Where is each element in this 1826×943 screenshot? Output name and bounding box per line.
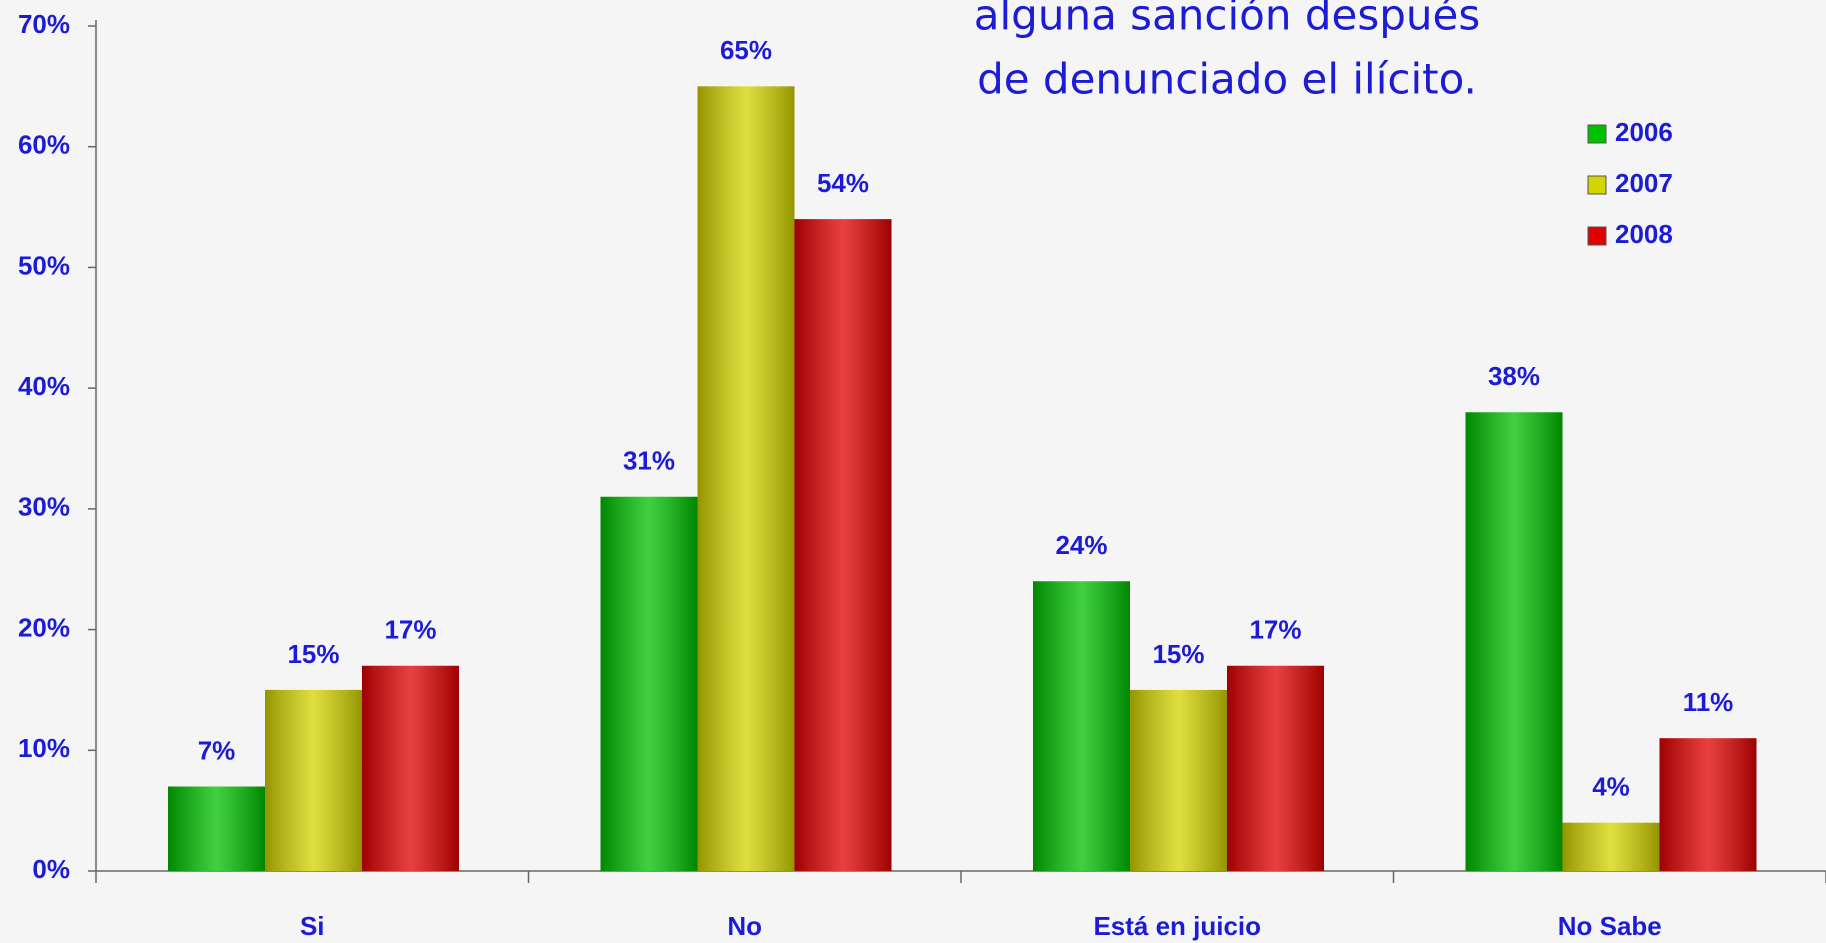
bar-shade (1130, 689, 1227, 871)
data-label: 17% (384, 615, 436, 645)
data-label: 15% (1152, 639, 1204, 669)
data-label: 7% (198, 735, 236, 765)
y-tick-label: 20% (18, 612, 70, 642)
data-label: 38% (1488, 361, 1540, 391)
bar-shade (794, 219, 892, 872)
y-tick-label: 50% (18, 250, 70, 280)
y-tick-label: 30% (18, 492, 70, 522)
legend-swatch (1587, 226, 1607, 246)
x-tick-label: Está en juicio (1093, 911, 1261, 941)
data-label: 31% (623, 446, 675, 476)
data-label: 4% (1592, 772, 1630, 802)
x-tick-label: No (727, 911, 762, 941)
legend-swatch (1587, 124, 1607, 144)
y-tick-label: 70% (18, 9, 70, 39)
bar-shade (1227, 665, 1324, 871)
chart-title: alguna sanción después (974, 0, 1480, 40)
data-label: 54% (817, 168, 869, 198)
bar-shade (168, 786, 265, 871)
y-tick-label: 60% (18, 130, 70, 160)
bar-shade (362, 665, 459, 871)
bar-shade (1562, 822, 1660, 871)
data-label: 15% (287, 639, 339, 669)
bar-shade (1659, 738, 1757, 871)
y-tick-label: 10% (18, 733, 70, 763)
legend-label: 2007 (1615, 168, 1673, 198)
y-tick-label: 40% (18, 371, 70, 401)
x-tick-label: Si (300, 911, 325, 941)
bar-shade (1465, 412, 1563, 871)
data-label: 11% (1683, 687, 1734, 717)
legend-label: 2006 (1615, 117, 1673, 147)
legend-swatch (1587, 175, 1607, 195)
y-tick-label: 0% (32, 854, 70, 884)
bar-shade (1033, 581, 1130, 871)
bar-shade (265, 689, 362, 871)
x-tick-label: No Sabe (1558, 911, 1662, 941)
data-label: 17% (1249, 615, 1301, 645)
data-label: 65% (720, 35, 772, 65)
chart-title: de denunciado el ilícito. (977, 55, 1477, 104)
data-label: 24% (1055, 530, 1107, 560)
bar-shade (697, 86, 795, 872)
bar-shade (600, 496, 698, 871)
legend-label: 2008 (1615, 219, 1673, 249)
